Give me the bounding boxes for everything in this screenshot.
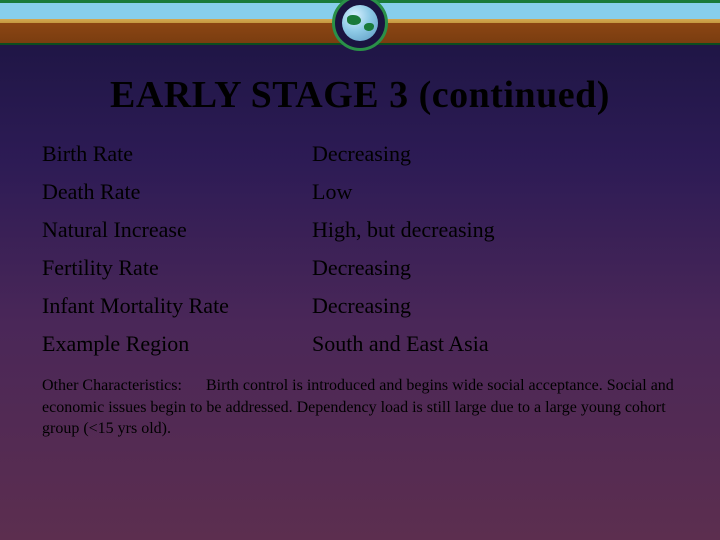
table-row: Natural Increase High, but decreasing bbox=[42, 217, 678, 243]
footer-label: Other Characteristics: bbox=[42, 377, 182, 394]
table-row: Infant Mortality Rate Decreasing bbox=[42, 293, 678, 319]
table-row: Death Rate Low bbox=[42, 179, 678, 205]
decorative-banner bbox=[0, 0, 720, 45]
globe-icon bbox=[332, 0, 388, 51]
table-row: Example Region South and East Asia bbox=[42, 331, 678, 357]
slide-title: EARLY STAGE 3 (continued) bbox=[0, 73, 720, 117]
row-value: Decreasing bbox=[312, 255, 678, 281]
row-value: Low bbox=[312, 179, 678, 205]
row-label: Infant Mortality Rate bbox=[42, 293, 312, 319]
row-value: High, but decreasing bbox=[312, 217, 678, 243]
row-label: Natural Increase bbox=[42, 217, 312, 243]
row-label: Fertility Rate bbox=[42, 255, 312, 281]
footer-characteristics: Other Characteristics: Birth control is … bbox=[0, 369, 720, 440]
row-value: South and East Asia bbox=[312, 331, 678, 357]
row-label: Example Region bbox=[42, 331, 312, 357]
row-value: Decreasing bbox=[312, 293, 678, 319]
content-table: Birth Rate Decreasing Death Rate Low Nat… bbox=[0, 117, 720, 357]
row-label: Birth Rate bbox=[42, 141, 312, 167]
table-row: Fertility Rate Decreasing bbox=[42, 255, 678, 281]
row-value: Decreasing bbox=[312, 141, 678, 167]
row-label: Death Rate bbox=[42, 179, 312, 205]
table-row: Birth Rate Decreasing bbox=[42, 141, 678, 167]
